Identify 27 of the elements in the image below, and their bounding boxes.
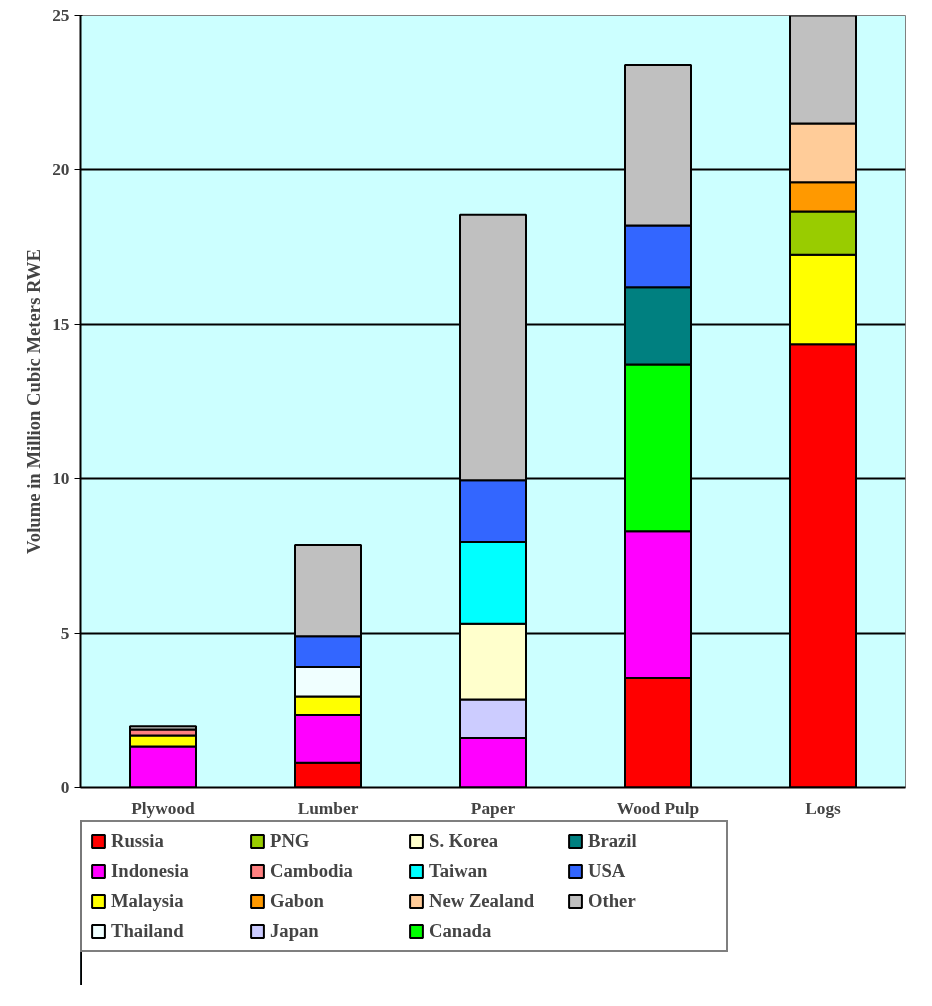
legend-label: Thailand	[111, 920, 185, 942]
legend-label: PNG	[270, 830, 311, 852]
legend-label: Gabon	[270, 890, 325, 912]
legend-label: Malaysia	[111, 890, 185, 912]
y-tick-label: 10	[52, 469, 70, 489]
y-tick-label: 0	[60, 778, 70, 797]
y-axis-title: Volume in Million Cubic Meters RWE	[23, 249, 45, 554]
x-tick-label: Lumber	[297, 798, 359, 818]
x-tick-label: Wood Pulp	[616, 798, 700, 818]
x-tick-label: Logs	[805, 798, 842, 818]
legend-label: Russia	[111, 830, 165, 852]
legend-label: Indonesia	[111, 860, 190, 882]
legend-label: Canada	[429, 920, 493, 942]
legend-label: Brazil	[588, 830, 638, 852]
y-tick-label: 25	[52, 6, 70, 25]
y-tick-label: 5	[60, 623, 70, 643]
legend-label: S. Korea	[429, 830, 500, 852]
legend-label: Taiwan	[429, 860, 489, 882]
legend-label: Cambodia	[270, 860, 354, 882]
y-tick-label: 20	[52, 160, 70, 180]
legend-label: New Zealand	[429, 890, 536, 912]
x-tick-label: Plywood	[131, 798, 196, 818]
legend-label: Other	[588, 890, 637, 912]
y-tick-label: 15	[52, 314, 70, 334]
x-tick-label: Paper	[470, 798, 516, 818]
legend-label: USA	[588, 860, 627, 882]
legend-label: Japan	[270, 920, 320, 942]
